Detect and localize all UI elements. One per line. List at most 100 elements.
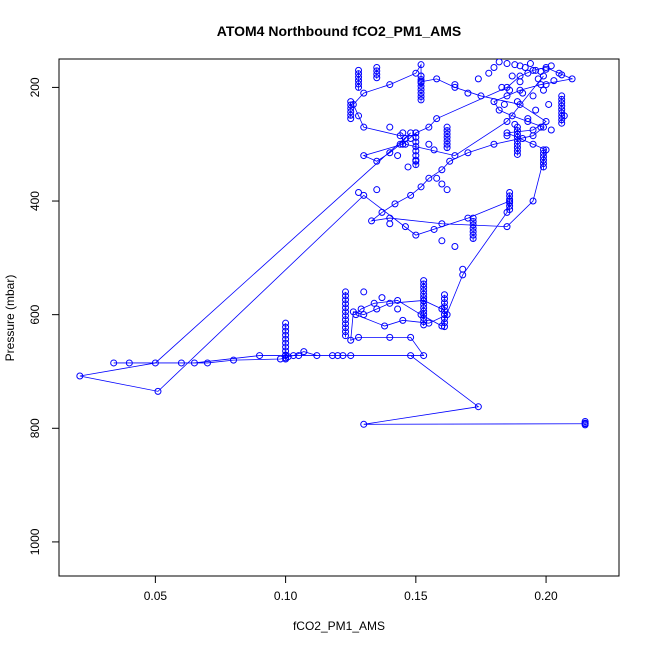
data-point (529, 197, 537, 205)
data-point (469, 228, 477, 236)
data-point (519, 89, 527, 97)
data-point (477, 92, 485, 100)
data-point (485, 69, 493, 77)
data-point (355, 66, 363, 74)
data-point (342, 304, 350, 312)
data-point (451, 83, 459, 91)
data-point (412, 138, 420, 146)
data-point (513, 150, 521, 158)
data-point (425, 140, 433, 148)
data-point (513, 98, 521, 106)
data-point (342, 320, 350, 328)
data-point (425, 174, 433, 182)
data-point (407, 333, 415, 341)
data-point (508, 112, 516, 120)
data-point (581, 421, 589, 429)
data-point (511, 61, 519, 69)
data-point (500, 100, 508, 108)
data-point (490, 140, 498, 148)
data-point (396, 140, 404, 148)
data-point (490, 98, 498, 106)
data-point (360, 191, 368, 199)
data-point (355, 83, 363, 91)
data-point (430, 225, 438, 233)
data-point (558, 119, 566, 127)
data-point (417, 96, 425, 104)
series-line (79, 63, 586, 425)
data-point (373, 70, 381, 78)
data-point (342, 288, 350, 296)
data-point (526, 60, 534, 68)
data-point (412, 147, 420, 155)
data-point (469, 221, 477, 229)
data-point (282, 335, 290, 343)
data-point (381, 322, 389, 330)
data-point (443, 137, 451, 145)
data-point (230, 356, 238, 364)
data-point (539, 123, 547, 131)
data-point (360, 89, 368, 97)
data-point (373, 67, 381, 75)
data-point (532, 106, 540, 114)
chart-title: ATOM4 Northbound fCO2_PM1_AMS (217, 23, 462, 39)
data-point (506, 189, 514, 197)
data-point (417, 72, 425, 80)
data-point (352, 311, 360, 319)
data-point (550, 77, 558, 85)
data-point (355, 80, 363, 88)
data-point (373, 186, 381, 194)
data-point (373, 74, 381, 82)
data-point (391, 200, 399, 208)
data-point (537, 123, 545, 131)
data-point (394, 305, 402, 313)
data-point (469, 214, 477, 222)
data-point (373, 64, 381, 72)
data-point (568, 75, 576, 83)
data-point (342, 300, 350, 308)
data-point (430, 146, 438, 154)
data-point (438, 220, 446, 228)
data-point (506, 195, 514, 203)
data-point (399, 316, 407, 324)
data-point (529, 92, 537, 100)
data-point (110, 359, 118, 367)
data-point (125, 359, 133, 367)
y-tick-label: 800 (28, 418, 42, 438)
data-point (440, 299, 448, 307)
y-tick-label: 200 (28, 77, 42, 97)
data-point (464, 214, 472, 222)
data-point (190, 359, 198, 367)
data-point (355, 73, 363, 81)
data-point (203, 359, 211, 367)
data-point (420, 294, 428, 302)
data-point (399, 129, 407, 137)
y-tick-label: 400 (28, 191, 42, 211)
data-point (342, 316, 350, 324)
data-point (539, 156, 547, 164)
data-point (420, 290, 428, 298)
data-point (459, 265, 467, 273)
data-point (370, 299, 378, 307)
data-point (394, 296, 402, 304)
data-point (357, 305, 365, 313)
data-point (355, 77, 363, 85)
data-point (313, 352, 321, 360)
data-point (539, 160, 547, 168)
data-point (417, 79, 425, 87)
data-point (503, 60, 511, 68)
data-point (513, 133, 521, 141)
data-point (558, 71, 566, 79)
data-point (539, 149, 547, 157)
data-point (558, 112, 566, 120)
data-point (407, 352, 415, 360)
data-point (282, 355, 290, 363)
data-point (539, 86, 547, 94)
data-point (386, 123, 394, 131)
data-point (438, 237, 446, 245)
data-point (342, 308, 350, 316)
y-axis: 200 400 600 800 1000 (28, 77, 60, 555)
data-point (443, 144, 451, 152)
data-point (503, 132, 511, 140)
data-point (412, 69, 420, 77)
